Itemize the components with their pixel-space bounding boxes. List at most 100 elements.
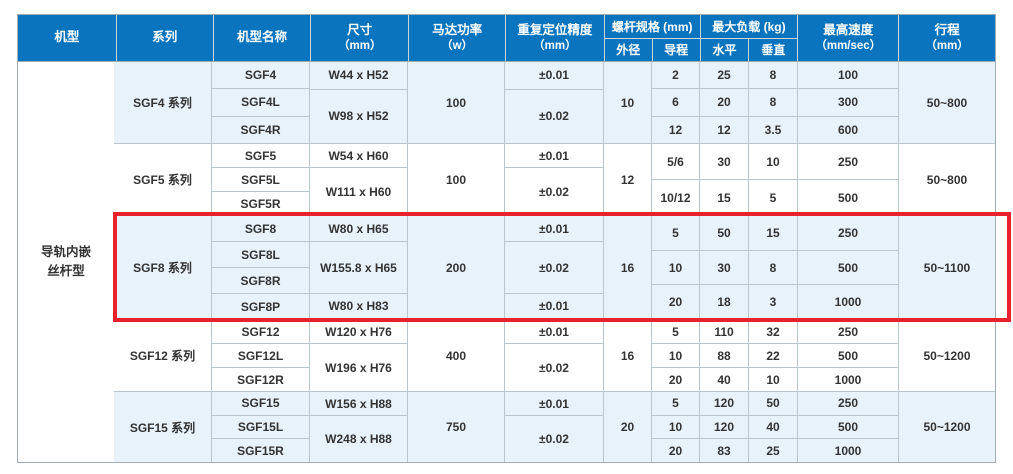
lead-cell: 20	[652, 367, 699, 391]
power-cell: 100	[445, 95, 467, 110]
section-row: SGF15 系列 SGF15 SGF15L SGF15R W156 x H88 W248 …	[114, 391, 995, 462]
spec-table: 机型 系列 机型名称 尺寸 （mm） 马达功率 （w） 重复定位精度 （mm） …	[17, 14, 1011, 463]
header-max-load-subcolumns: 水平 垂直	[700, 37, 798, 61]
load-vertical-cell: 8	[749, 249, 797, 285]
header-machine-type-label: 机型	[54, 30, 80, 45]
load-vertical-cell: 22	[749, 343, 797, 367]
power-column: 100	[407, 62, 504, 143]
precision-column: ±0.01 ±0.02	[504, 144, 603, 215]
header-repeat-accuracy: 重复定位精度 （mm）	[504, 15, 604, 61]
model-cell: SGF12	[241, 324, 280, 339]
precision-cell: ±0.02	[505, 167, 603, 215]
load-horizontal-cell: 18	[700, 284, 748, 319]
series-cell: SGF4 系列	[133, 96, 192, 110]
precision-cell: ±0.01	[539, 396, 569, 411]
section-row: SGF8 系列 SGF8 SGF8L SGF8R SGF8P W80 x H65 W155.…	[114, 215, 995, 319]
load-horizontal-cell: 40	[700, 367, 748, 391]
lead-cell: 20	[652, 284, 699, 319]
lead-cell: 10	[652, 343, 699, 367]
precision-cell: ±0.02	[505, 241, 603, 293]
speed-cell: 500	[798, 414, 898, 439]
precision-cell: ±0.01	[539, 68, 569, 83]
load-vertical-cell: 40	[749, 414, 797, 439]
load-horizontal-cell: 12	[700, 115, 748, 143]
header-max-load-label: 最大负载 (kg)	[712, 19, 786, 34]
header-machine-type: 机型	[18, 15, 116, 61]
precision-cell: ±0.01	[505, 292, 603, 319]
model-name-column: SGF4 SGF4L SGF4R	[211, 62, 309, 143]
model-cell: SGF5R	[212, 191, 309, 215]
model-cell: SGF8R	[212, 267, 309, 293]
header-stroke: 行程 （mm）	[898, 15, 995, 61]
model-cell: SGF15	[241, 396, 280, 411]
header-size: 尺寸 （mm）	[310, 15, 408, 61]
speed-column: 250 500 1000	[797, 216, 898, 319]
header-lead: 导程	[651, 38, 700, 61]
speed-cell: 500	[798, 249, 898, 285]
load-horizontal-cell: 83	[700, 438, 748, 462]
header-max-speed: 最高速度 （mm/sec）	[797, 15, 898, 61]
outer-diameter-cell: 16	[620, 260, 635, 275]
speed-column: 250 500 1000	[797, 320, 898, 391]
load-vertical-cell: 25	[749, 438, 797, 462]
precision-cell: ±0.02	[505, 88, 603, 143]
lead-cell: 10	[652, 414, 699, 439]
lead-cell: 6	[652, 88, 699, 115]
dimension-cell: W196 x H76	[310, 343, 407, 391]
precision-cell: ±0.01	[539, 148, 569, 163]
speed-column: 250 500	[797, 144, 898, 215]
speed-column: 250 500 1000	[797, 392, 898, 462]
load-vertical-column: 10 5	[748, 144, 797, 215]
load-horizontal-cell: 30	[700, 249, 748, 285]
series-column: SGF15 系列	[114, 392, 211, 462]
stroke-column: 50~800	[898, 62, 995, 143]
dimension-column: W156 x H88 W248 x H88	[309, 392, 407, 462]
lead-cell: 5	[672, 396, 679, 411]
section-row: SGF12 系列 SGF12 SGF12L SGF12R W120 x H76 W196 …	[114, 319, 995, 391]
outer-diameter-column: 16	[603, 216, 651, 319]
header-max-load-group: 最大负载 (kg) 水平 垂直	[699, 15, 798, 61]
precision-cell: ±0.02	[505, 415, 603, 462]
load-horizontal-cell: 120	[713, 396, 735, 411]
header-model-name-label: 机型名称	[236, 30, 287, 45]
speed-cell: 500	[798, 179, 898, 215]
dimension-cell: W80 x H65	[328, 221, 389, 236]
outer-diameter-column: 16	[603, 320, 651, 391]
dimension-column: W80 x H65 W155.8 x H65 W80 x H83	[309, 216, 407, 319]
header-stroke-unit: （mm）	[925, 39, 969, 52]
load-horizontal-cell: 110	[714, 324, 734, 339]
header-model-name: 机型名称	[212, 15, 311, 61]
series-column: SGF4 系列	[114, 62, 211, 143]
lead-cell: 2	[672, 68, 679, 83]
lead-column: 5/6 10/12	[651, 144, 699, 215]
dimension-cell: W80 x H83	[310, 292, 407, 319]
header-motor-power-label: 马达功率	[432, 23, 483, 37]
outer-diameter-cell: 20	[620, 420, 635, 434]
load-horizontal-column: 120 120 83	[699, 392, 748, 462]
series-cell: SGF12 系列	[129, 349, 196, 363]
load-vertical-cell: 32	[766, 324, 780, 339]
lead-cell: 20	[652, 438, 699, 462]
series-column: SGF8 系列	[114, 216, 211, 319]
lead-cell: 5	[672, 324, 679, 339]
stroke-cell: 50~800	[926, 172, 968, 187]
model-cell: SGF4L	[212, 88, 309, 115]
outer-diameter-cell: 12	[620, 172, 635, 187]
speed-cell: 1000	[798, 438, 898, 462]
dimension-cell: W54 x H60	[328, 148, 389, 163]
model-cell: SGF5	[244, 148, 277, 163]
header-outer-diameter: 外径	[616, 43, 641, 58]
stroke-cell: 50~1100	[923, 260, 971, 275]
power-column: 200	[407, 216, 504, 319]
load-horizontal-column: 30 15	[699, 144, 748, 215]
power-column: 100	[407, 144, 504, 215]
speed-cell: 300	[798, 88, 898, 115]
load-vertical-column: 8 8 3.5	[748, 62, 797, 143]
stroke-column: 50~800	[898, 144, 995, 215]
machine-type-cell: 导轨内嵌 丝杆型	[18, 62, 114, 462]
header-screw-spec-subcolumns: 外径 导程	[604, 37, 700, 61]
model-cell: SGF15L	[212, 414, 309, 439]
machine-type-line2: 丝杆型	[47, 264, 85, 278]
section-row: SGF4 系列 SGF4 SGF4L SGF4R W44 x H52 W98 x H52 1…	[114, 62, 995, 143]
header-screw-spec-label: 螺杆规格 (mm)	[611, 19, 693, 34]
